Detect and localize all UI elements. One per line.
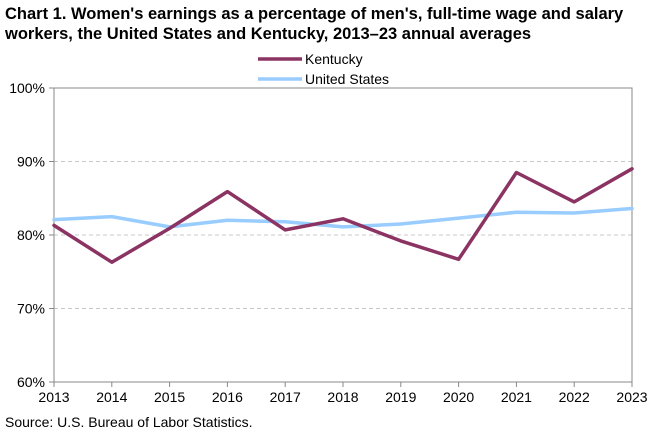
x-tick-label: 2014	[96, 389, 127, 405]
x-axis-ticks: 2013 2014 2015 2016 2017 2018 2019 2020 2021 2022…	[38, 382, 648, 405]
x-tick-label: 2018	[327, 389, 358, 405]
legend: Kentucky United States	[258, 51, 389, 87]
y-tick-label: 100%	[9, 80, 45, 96]
chart-title: Chart 1. Women's earnings as a percentag…	[5, 5, 624, 43]
x-tick-label: 2021	[501, 389, 532, 405]
y-tick-label: 70%	[17, 301, 45, 317]
x-tick-label: 2017	[270, 389, 301, 405]
x-tick-label: 2013	[38, 389, 69, 405]
y-tick-label: 60%	[17, 374, 45, 390]
y-tick-label: 80%	[17, 227, 45, 243]
series-line-united-states	[52, 206, 634, 229]
source-note: Source: U.S. Bureau of Labor Statistics.	[5, 414, 253, 430]
x-tick-label: 2020	[443, 389, 474, 405]
x-tick-label: 2016	[212, 389, 243, 405]
x-tick-label: 2022	[559, 389, 590, 405]
series-line-kentucky	[52, 167, 634, 264]
x-tick-label: 2015	[154, 389, 185, 405]
gridlines	[54, 161, 632, 309]
x-tick-label: 2023	[616, 389, 647, 405]
series-lines	[52, 167, 634, 264]
y-tick-label: 90%	[17, 154, 45, 170]
y-axis-ticks: 60% 70% 80% 90% 100%	[9, 80, 54, 390]
legend-label-united-states: United States	[305, 71, 389, 87]
x-tick-label: 2019	[385, 389, 416, 405]
legend-label-kentucky: Kentucky	[305, 51, 363, 67]
